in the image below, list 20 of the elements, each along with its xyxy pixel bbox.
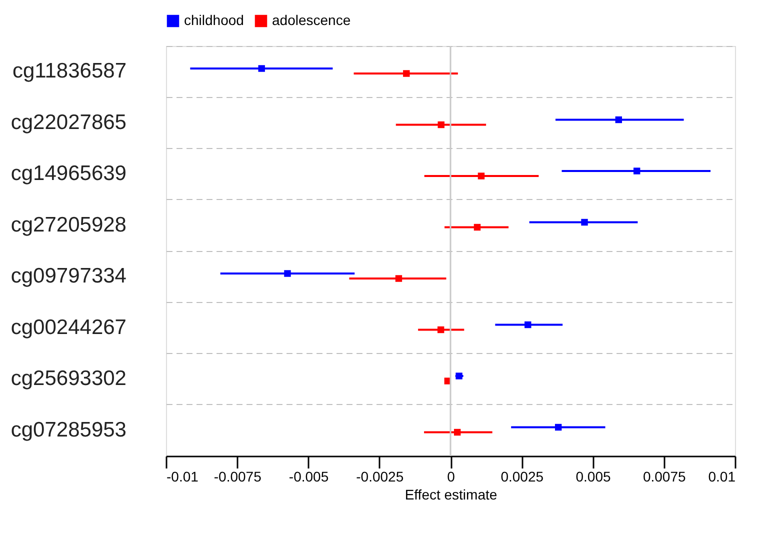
x-tick-label: 0.01 <box>708 468 736 484</box>
x-tick-label: 0 <box>447 468 456 484</box>
y-tick-label: cg07285953 <box>10 418 126 442</box>
y-tick-label: cg22027865 <box>10 110 126 134</box>
x-tick-label: 0.005 <box>576 468 611 484</box>
y-tick-label: cg14965639 <box>10 162 126 186</box>
x-tick-label: -0.0025 <box>356 468 404 484</box>
y-tick-label: cg27205928 <box>10 213 126 236</box>
x-tick-label: -0.01 <box>166 468 199 484</box>
x-tick-label: 0.0025 <box>500 468 544 484</box>
legend-label: childhood <box>184 12 244 28</box>
x-tick-label: 0.0075 <box>642 468 686 484</box>
x-tick-label: -0.0075 <box>214 468 262 484</box>
x-axis-title: Effect estimate <box>404 486 498 502</box>
y-tick-label: cg00244267 <box>10 316 126 339</box>
y-tick-label: cg11836587 <box>12 60 126 83</box>
x-tick-label: -0.005 <box>288 468 329 484</box>
y-tick-label: cg25693302 <box>10 367 126 390</box>
y-tick-label: cg09797334 <box>10 264 127 288</box>
legend-label: adolescence <box>272 12 351 28</box>
